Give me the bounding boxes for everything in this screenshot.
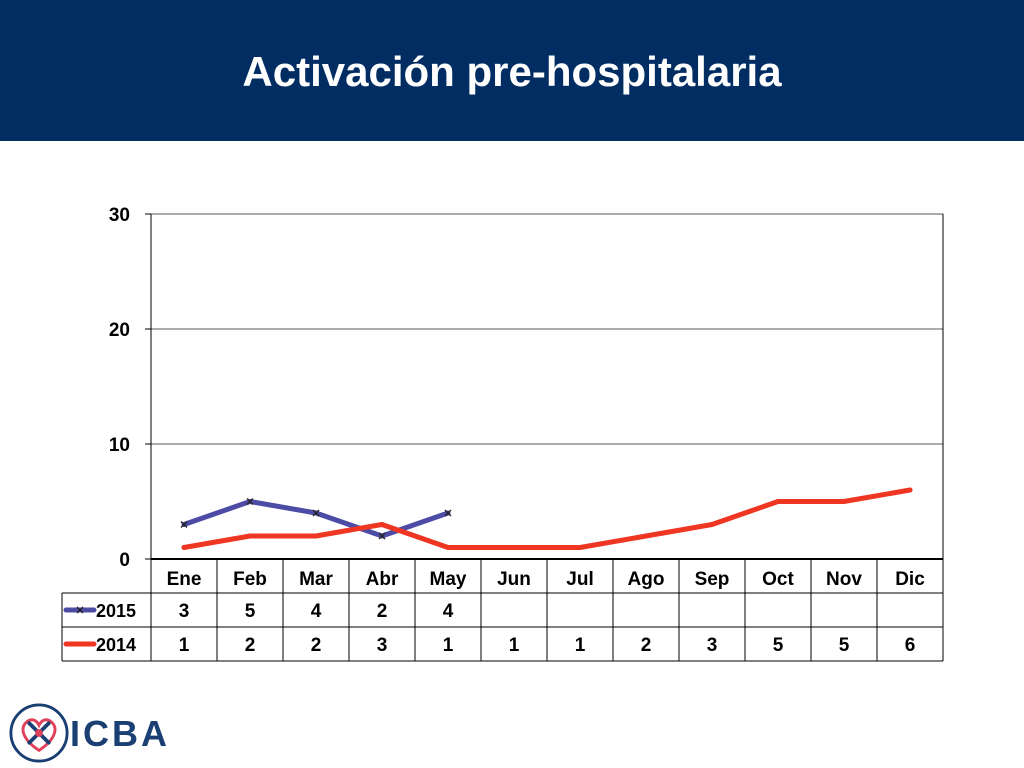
x-category-label: Feb	[233, 569, 267, 590]
data-point-2015	[378, 532, 386, 540]
legend-label-2014: 2014	[96, 635, 136, 655]
table-cell-value: 3	[179, 601, 190, 622]
data-point-2014	[445, 545, 451, 550]
data-point-2015	[312, 509, 320, 517]
x-category-label: Abr	[366, 569, 399, 590]
table-cell-value: 2	[245, 635, 256, 656]
x-category-label: May	[430, 569, 467, 590]
table-cell-value: 3	[707, 635, 718, 656]
data-point-2014	[313, 533, 319, 539]
line-chart: 0 10 20 30 Ene Feb Mar Abr May Jun Jul Ago Sep Oct Nov…	[61, 205, 944, 662]
x-category-label: Mar	[299, 569, 333, 590]
y-tick-label: 10	[109, 435, 130, 456]
table-cell-value: 1	[443, 635, 454, 656]
table-cell-value: 4	[443, 601, 454, 622]
data-point-2015	[246, 498, 254, 505]
table-cell-value: 5	[245, 601, 256, 622]
table-cell-value: 1	[509, 635, 520, 656]
series-line-2014	[181, 487, 913, 550]
table-cell-value: 2	[641, 635, 652, 656]
table-cell-value: 4	[311, 601, 322, 622]
table-cell-value: 1	[179, 635, 190, 656]
x-category-label: Nov	[826, 569, 862, 590]
data-point-2014	[841, 499, 847, 504]
x-category-label: Jun	[497, 569, 531, 590]
data-point-2014	[379, 522, 385, 527]
table-cell-value: 5	[839, 635, 850, 656]
data-point-2014	[775, 499, 781, 504]
x-category-label: Sep	[695, 569, 730, 590]
x-category-label: Ene	[167, 569, 202, 590]
legend-marker	[76, 606, 84, 614]
icba-logo-icon	[9, 703, 69, 763]
table-cell-value: 1	[575, 635, 586, 656]
page-title: Activación pre-hospitalaria	[242, 48, 782, 95]
data-point-2014	[577, 545, 583, 550]
header-bar: Activación pre-hospitalaria	[0, 0, 1024, 141]
data-point-2014	[907, 487, 913, 493]
y-tick-label: 30	[109, 205, 130, 226]
table-cell-value: 2	[377, 601, 388, 622]
data-point-2015	[180, 521, 188, 528]
x-category-label: Ago	[628, 569, 665, 590]
x-category-label: Oct	[762, 569, 794, 590]
data-point-2014	[181, 545, 187, 550]
data-point-2015	[444, 509, 452, 517]
data-point-2014	[247, 533, 253, 539]
table-cell-value: 5	[773, 635, 784, 656]
x-category-label: Jul	[566, 569, 593, 590]
data-point-2014	[511, 545, 517, 550]
table-cell-value: 2	[311, 635, 322, 656]
legend-label-2015: 2015	[96, 601, 136, 621]
data-point-2014	[643, 533, 649, 539]
y-tick-label: 0	[119, 550, 130, 571]
y-tick-label: 20	[109, 320, 130, 341]
logo-text: ICBA	[70, 713, 170, 754]
x-category-label: Dic	[895, 569, 925, 590]
table-cell-value: 3	[377, 635, 388, 656]
data-point-2014	[709, 522, 715, 527]
table-cell-value: 6	[905, 635, 916, 656]
